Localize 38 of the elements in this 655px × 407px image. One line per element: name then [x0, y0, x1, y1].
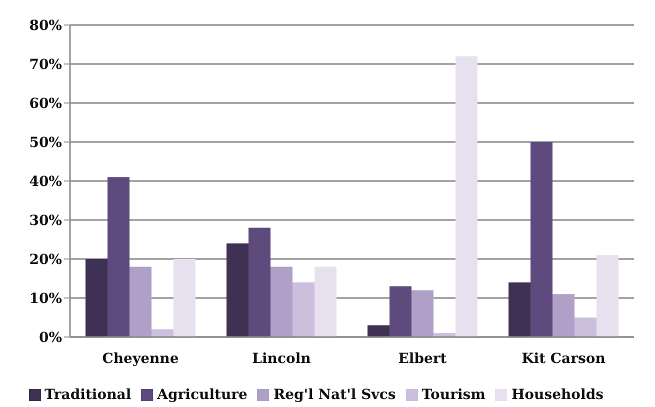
bar	[86, 259, 108, 337]
x-tick-label: Elbert	[398, 350, 448, 367]
bar	[530, 142, 553, 337]
bar	[248, 228, 271, 337]
bar	[108, 177, 130, 337]
bar	[226, 243, 249, 337]
legend-label: Tourism	[422, 387, 486, 403]
y-tick-label: 80%	[29, 18, 62, 34]
bar	[292, 282, 315, 337]
x-tick-label: Cheyenne	[102, 350, 179, 367]
bar	[390, 286, 412, 337]
y-tick-label: 10%	[29, 290, 62, 307]
bar	[314, 266, 337, 337]
y-tick-label: 30%	[29, 212, 62, 229]
bar	[412, 290, 434, 337]
legend-label: Traditional	[44, 387, 132, 403]
legend-label: Reg'l Nat'l Svcs	[273, 387, 396, 403]
y-tick-label: 40%	[29, 174, 62, 190]
legend-label: Agriculture	[157, 387, 248, 403]
bar	[368, 325, 390, 337]
bar	[552, 294, 575, 337]
bar	[596, 255, 619, 337]
legend-label: Households	[511, 387, 604, 403]
x-tick-label: Kit Carson	[522, 350, 606, 367]
bar	[152, 329, 174, 337]
bar	[270, 266, 293, 337]
bar	[434, 333, 456, 337]
bar	[174, 259, 196, 337]
y-tick-label: 20%	[29, 252, 62, 268]
y-tick-label: 50%	[29, 134, 62, 151]
y-tick-label: 70%	[29, 56, 62, 73]
bar	[508, 282, 531, 337]
bar	[130, 266, 152, 337]
y-tick-label: 0%	[38, 330, 62, 346]
bar	[456, 56, 478, 337]
x-tick-label: Lincoln	[252, 350, 311, 367]
y-tick-label: 60%	[29, 96, 62, 112]
bar	[574, 318, 597, 337]
